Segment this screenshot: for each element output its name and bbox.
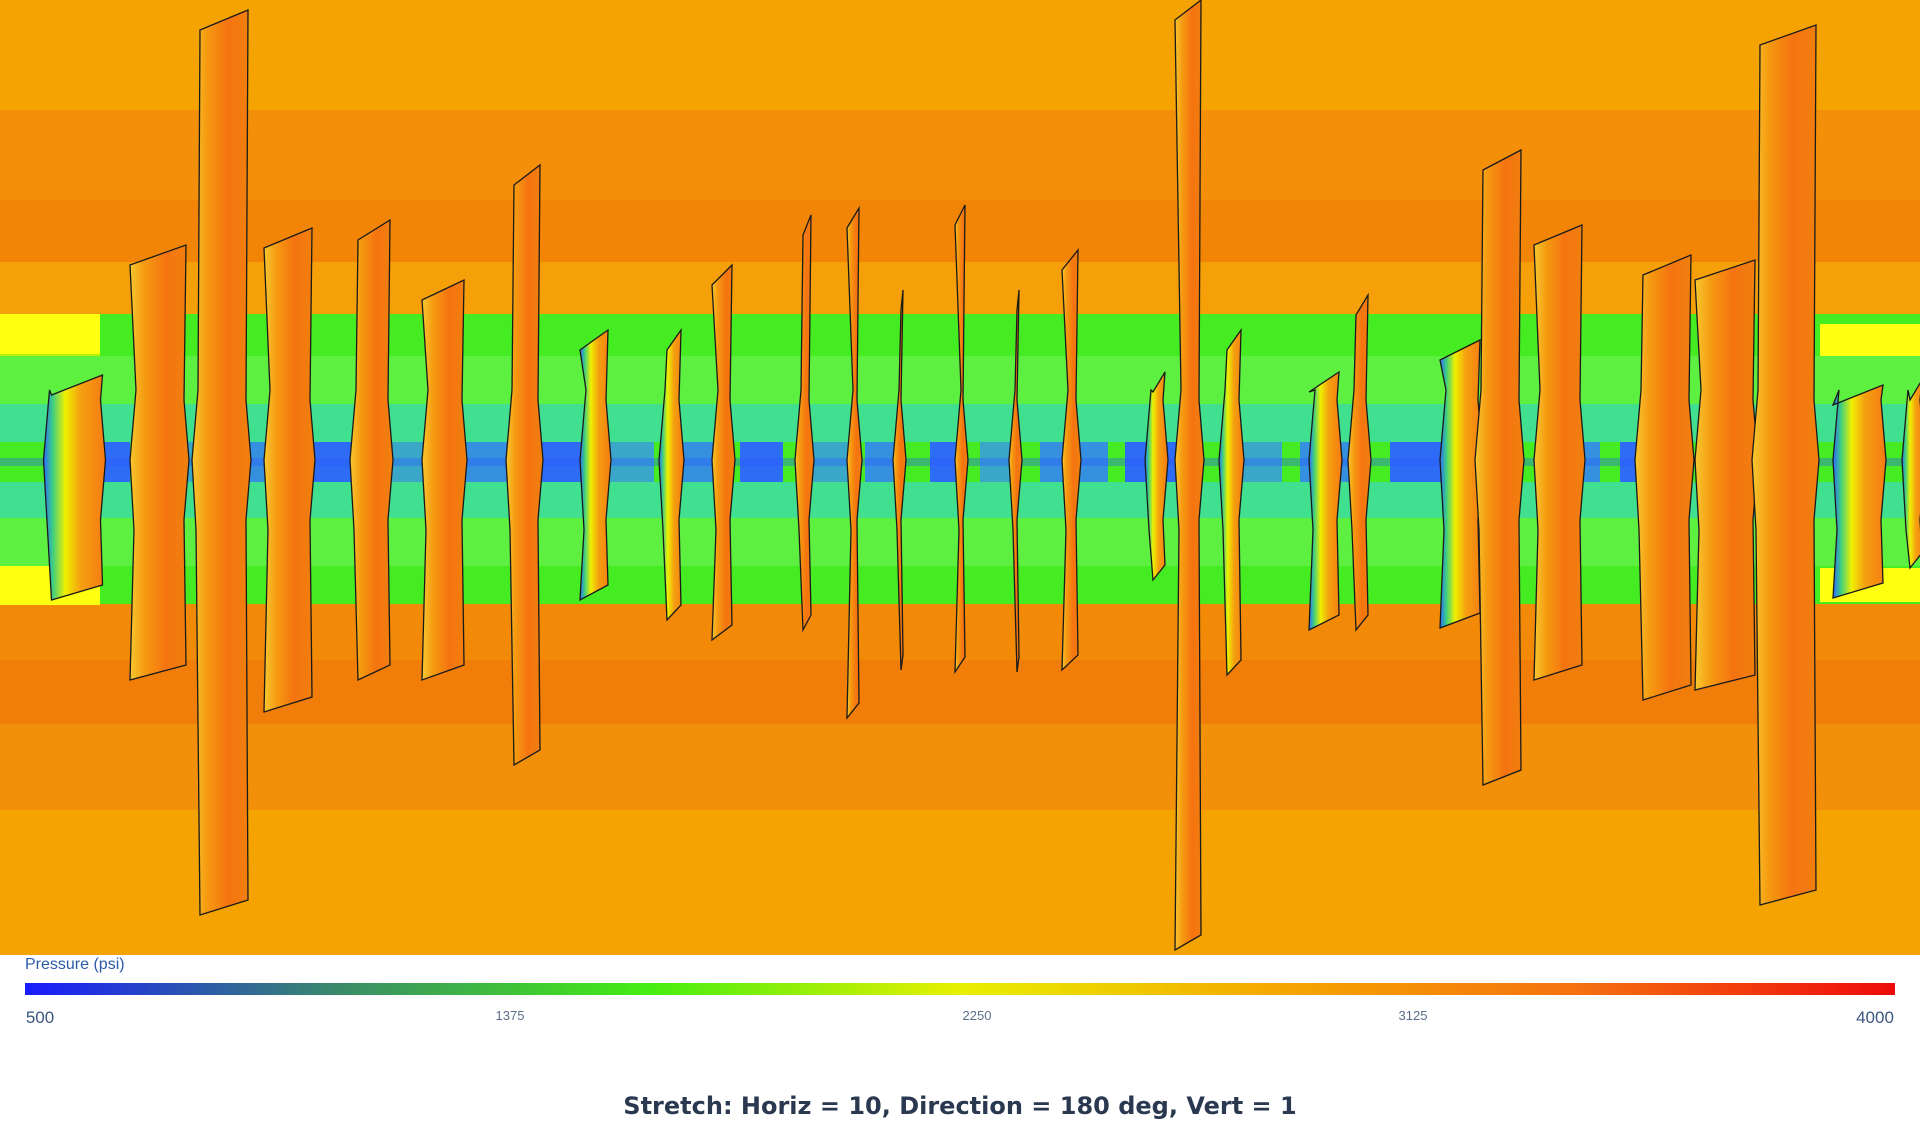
fracture-plane (711, 263, 736, 642)
fracture-plane (1008, 289, 1023, 673)
fracture-plane (892, 289, 907, 671)
band-core-cell (810, 442, 850, 482)
fracture-plane (505, 163, 544, 767)
legend-title: Pressure (psi) (25, 956, 125, 973)
legend-tick-min: 500 (25, 1008, 55, 1027)
color-legend: Pressure (psi) 500 1375 2250 3125 4000 (0, 955, 1920, 1027)
fracture-plane (794, 214, 815, 633)
reservoir-layer (0, 660, 1920, 724)
fracture-plane (579, 328, 612, 602)
reservoir-layer (0, 724, 1920, 810)
fracture-plane (349, 218, 394, 682)
stretch-caption: Stretch: Horiz = 10, Direction = 180 deg… (623, 1092, 1297, 1120)
fracture-plane (954, 204, 969, 675)
fracture-plane (1144, 371, 1169, 582)
fracture-plane (1831, 383, 1887, 599)
reservoir-layer (0, 0, 1920, 110)
fracture-plane (1634, 254, 1695, 701)
fracture-plane (846, 205, 863, 720)
fracture-plane (658, 327, 685, 622)
fracture-plane (1218, 327, 1245, 677)
fracture-plane (1174, 0, 1205, 952)
fracture-plane (1751, 24, 1820, 906)
fracture-plane (1901, 382, 1920, 570)
band-yellow-edge (1820, 324, 1920, 358)
fracture-plane (421, 278, 468, 681)
fracture-plane (1694, 259, 1759, 691)
legend-tick: 1375 (495, 1008, 525, 1023)
legend-tick: 2250 (962, 1008, 992, 1023)
pressure-3d-view[interactable] (0, 0, 1920, 955)
band-core-cell (980, 442, 1011, 482)
fracture-plane (129, 244, 190, 681)
band-core-cell (605, 442, 654, 482)
fracture-plane (1347, 292, 1372, 632)
hydraulic-fractures (42, 0, 1920, 952)
fracture-plane (191, 9, 252, 916)
reservoir-pressure-scene[interactable] (0, 0, 1920, 955)
band-core-cell (1390, 442, 1446, 482)
fracture-plane (1474, 148, 1525, 786)
fracture-plane (1533, 224, 1586, 681)
colorbar (25, 983, 1895, 995)
band-yellow-edge (0, 314, 100, 354)
legend-tick: 3125 (1398, 1008, 1428, 1023)
fracture-plane (1308, 370, 1343, 632)
fracture-plane (1061, 248, 1082, 672)
reservoir-layer (0, 810, 1920, 955)
band-core-cell (740, 442, 783, 482)
reservoir-layer (0, 110, 1920, 200)
fracture-plane (42, 374, 107, 601)
fracture-plane (263, 227, 316, 713)
legend-tick-max: 4000 (1856, 1008, 1894, 1027)
